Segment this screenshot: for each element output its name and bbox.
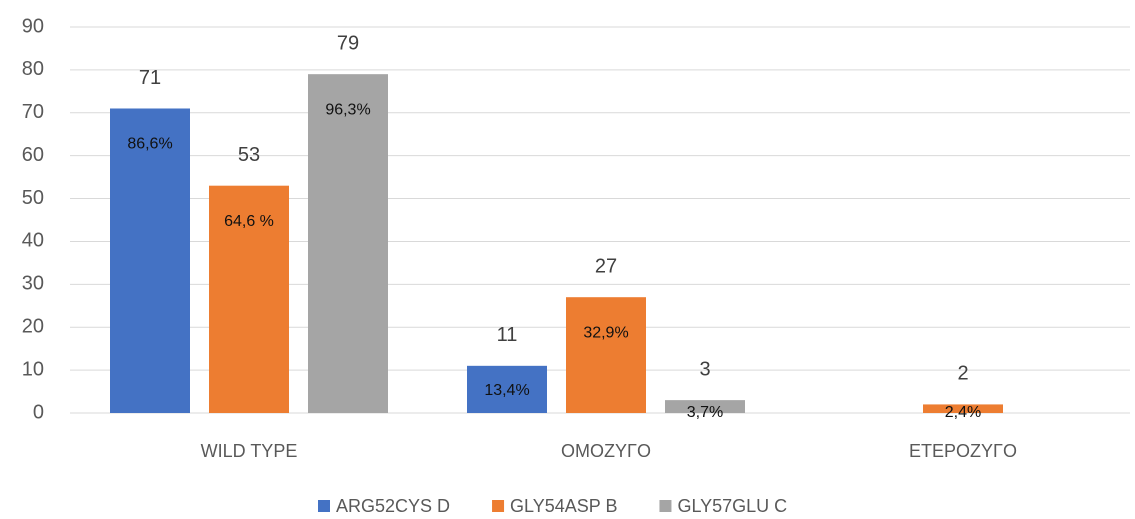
y-tick-label: 70 xyxy=(22,101,44,123)
value-label: 27 xyxy=(595,255,617,277)
y-tick-label: 90 xyxy=(22,15,44,37)
legend-swatch xyxy=(492,500,505,512)
legend-label: GLY57GLU C xyxy=(677,496,787,516)
y-tick-label: 60 xyxy=(22,144,44,166)
value-label: 11 xyxy=(497,324,518,346)
legend-swatch xyxy=(318,500,330,512)
y-tick-label: 30 xyxy=(22,273,44,295)
bar xyxy=(110,108,190,413)
y-tick-label: 80 xyxy=(22,58,44,80)
share-label: 64,6 % xyxy=(224,213,274,230)
y-tick-label: 20 xyxy=(22,316,44,338)
bar xyxy=(923,404,1003,413)
value-label: 53 xyxy=(238,144,260,166)
value-label: 79 xyxy=(337,32,359,54)
y-tick-label: 0 xyxy=(33,401,44,423)
share-label: 2,4% xyxy=(945,404,981,421)
legend-label: ARG52CYS D xyxy=(336,496,450,516)
share-label: 32,9% xyxy=(583,324,628,341)
share-label: 13,4% xyxy=(484,382,529,399)
share-label: 86,6% xyxy=(127,136,172,153)
x-tick-label: ΟΜΟΖΥΓΟ xyxy=(561,441,651,461)
x-tick-label: ΕΤΕΡΟΖΥΓΟ xyxy=(909,441,1017,461)
legend-swatch xyxy=(659,500,672,512)
x-tick-label: WILD TYPE xyxy=(201,441,298,461)
share-label: 3,7% xyxy=(687,404,723,421)
value-label: 71 xyxy=(139,67,161,89)
bar xyxy=(665,400,745,413)
y-tick-label: 50 xyxy=(22,187,44,209)
y-tick-label: 40 xyxy=(22,230,44,252)
share-label: 96,3% xyxy=(325,101,370,118)
bar xyxy=(308,74,388,413)
bar xyxy=(209,185,289,413)
legend-label: GLY54ASP B xyxy=(510,496,617,516)
y-tick-label: 10 xyxy=(22,358,44,380)
value-label: 3 xyxy=(699,358,710,380)
value-label: 2 xyxy=(957,363,968,385)
bar xyxy=(566,297,646,413)
bar xyxy=(467,365,547,413)
